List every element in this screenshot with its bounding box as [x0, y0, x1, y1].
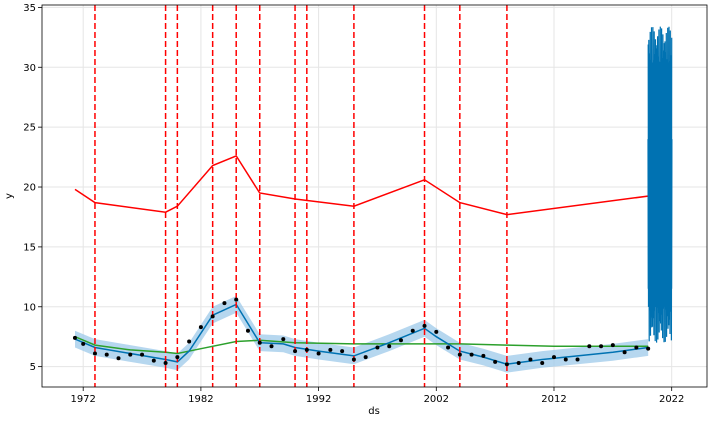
- x-tick-label: 1982: [188, 394, 213, 405]
- data-point: [422, 323, 427, 328]
- data-point: [516, 361, 521, 366]
- data-point: [72, 335, 77, 340]
- forecast-oscillation: [647, 26, 673, 343]
- data-point: [469, 352, 474, 357]
- data-point: [269, 344, 274, 349]
- y-tick-label: 30: [23, 63, 36, 74]
- x-tick-label: 1992: [306, 394, 331, 405]
- data-point: [293, 349, 298, 354]
- y-axis-label: y: [4, 193, 15, 199]
- data-point: [434, 329, 439, 334]
- data-point: [634, 345, 639, 350]
- observed-points: [72, 297, 651, 367]
- y-tick-label: 5: [30, 362, 36, 373]
- data-point: [551, 355, 556, 360]
- data-point: [128, 352, 133, 357]
- plot-frame: [41, 4, 708, 388]
- data-point: [363, 355, 368, 360]
- y-tick-label: 10: [23, 302, 36, 313]
- data-point: [234, 297, 239, 302]
- x-tick-label: 2002: [424, 394, 449, 405]
- data-point: [540, 361, 545, 366]
- data-point: [599, 344, 604, 349]
- data-point: [446, 345, 451, 350]
- y-axis-ticks: 5 10 15 20 25 30 35: [23, 3, 42, 373]
- data-point: [410, 328, 415, 333]
- data-point: [622, 350, 627, 355]
- data-point: [104, 352, 109, 357]
- data-point: [610, 343, 615, 348]
- x-axis-label: ds: [368, 406, 380, 417]
- data-point: [328, 347, 333, 352]
- forecast-oscillation-inner: [647, 139, 673, 289]
- data-point: [140, 352, 145, 357]
- data-point: [646, 346, 651, 351]
- data-point: [116, 356, 121, 361]
- changepoint-lines: [94, 5, 508, 387]
- y-tick-label: 25: [23, 123, 36, 134]
- x-tick-label: 2012: [541, 394, 566, 405]
- data-point: [587, 344, 592, 349]
- data-point: [210, 314, 215, 319]
- data-point: [281, 337, 286, 342]
- data-point: [398, 338, 403, 343]
- data-point: [245, 328, 250, 333]
- data-point: [340, 349, 345, 354]
- data-point: [504, 362, 509, 367]
- data-point: [351, 357, 356, 362]
- data-point: [575, 357, 580, 362]
- y-tick-label: 35: [23, 3, 36, 14]
- x-tick-label: 1972: [70, 394, 95, 405]
- data-point: [481, 353, 486, 358]
- y-tick-label: 15: [23, 242, 36, 253]
- data-point: [92, 351, 97, 356]
- y-tick-label: 20: [23, 183, 36, 194]
- x-tick-label: 2022: [659, 394, 684, 405]
- data-point: [493, 359, 498, 364]
- plot-background: [42, 5, 707, 387]
- data-point: [163, 361, 168, 366]
- forecast-interval-band: [75, 296, 649, 373]
- data-point: [304, 347, 309, 352]
- uncertainty-band: [75, 296, 649, 373]
- data-point: [387, 344, 392, 349]
- data-point: [316, 351, 321, 356]
- data-point: [81, 341, 86, 346]
- data-point: [457, 352, 462, 357]
- data-point: [187, 339, 192, 344]
- data-point: [222, 301, 227, 306]
- data-point: [151, 358, 156, 363]
- data-point: [528, 357, 533, 362]
- data-point: [563, 357, 568, 362]
- data-point: [175, 355, 180, 360]
- data-point: [375, 345, 380, 350]
- data-point: [198, 325, 203, 330]
- data-point: [257, 340, 262, 345]
- x-axis-ticks: 1972 1982 1992 2002 2012 2022: [70, 387, 684, 405]
